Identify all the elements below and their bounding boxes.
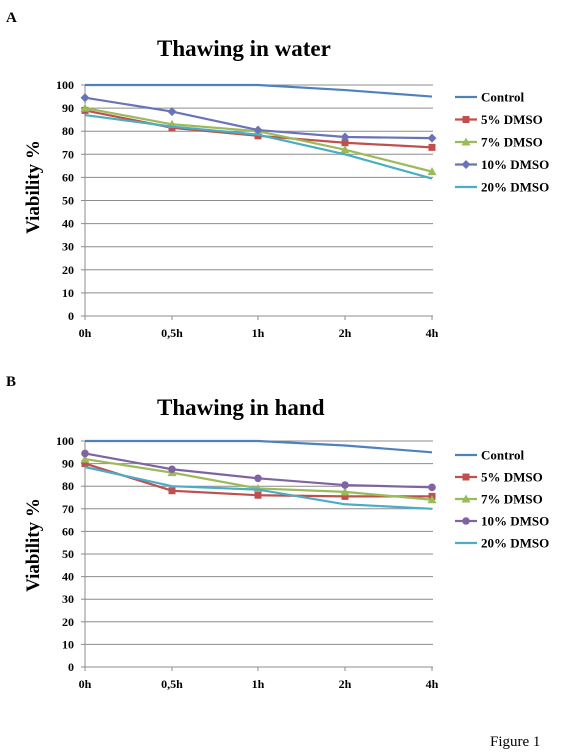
y-tick-label: 80 <box>62 479 74 493</box>
legend-marker-5pct-dmso <box>462 116 470 123</box>
legend-marker-7pct-dmso <box>461 137 471 146</box>
x-tick-label: 2h <box>339 677 352 691</box>
x-tick-label: 4h <box>426 326 439 340</box>
figure-label: Figure 1 <box>490 734 541 750</box>
data-point-5pct-dmso <box>168 487 176 495</box>
data-point-10pct-dmso <box>81 449 89 458</box>
legend-label-7pct-dmso: 7% DMSO <box>481 135 543 150</box>
y-tick-label: 10 <box>62 286 74 300</box>
y-tick-label: 100 <box>56 78 74 92</box>
data-point-7pct-dmso <box>80 454 90 463</box>
data-point-10pct-dmso <box>167 107 177 117</box>
y-tick-label: 100 <box>56 434 74 448</box>
data-point-10pct-dmso <box>428 483 436 492</box>
legend-label-10pct-dmso: 10% DMSO <box>481 514 549 529</box>
y-tick-label: 90 <box>62 101 74 115</box>
legend-label-5pct-dmso: 5% DMSO <box>481 112 543 127</box>
data-point-10pct-dmso <box>427 133 437 143</box>
data-point-10pct-dmso <box>254 474 262 483</box>
data-point-5pct-dmso <box>81 460 89 468</box>
panel-letter-a: A <box>6 10 17 26</box>
y-tick-label: 30 <box>62 240 74 254</box>
x-tick-label: 0h <box>79 326 92 340</box>
data-point-10pct-dmso <box>253 125 263 135</box>
y-tick-label: 50 <box>62 547 74 561</box>
line-chart-thawing-in-water: 0 10 20 30 40 50 60 70 80 90 100 0h 0,5h 1h 2h 4h Contro… <box>56 78 549 340</box>
legend-label-control: Control <box>481 448 524 463</box>
y-tick-label: 60 <box>62 170 74 184</box>
legend-label-5pct-dmso: 5% DMSO <box>481 470 543 485</box>
data-point-10pct-dmso <box>340 132 350 142</box>
series-line-control <box>85 439 433 454</box>
legend-label-10pct-dmso: 10% DMSO <box>481 157 549 172</box>
y-tick-label: 60 <box>62 524 74 538</box>
x-tick-label: 0,5h <box>161 326 183 340</box>
legend-label-20pct-dmso: 20% DMSO <box>481 536 549 551</box>
y-tick-label: 20 <box>62 263 74 277</box>
y-tick-label: 0 <box>68 660 74 674</box>
data-point-5pct-dmso <box>341 492 349 500</box>
x-tick-label: 4h <box>426 677 439 691</box>
x-tick-label: 1h <box>252 326 265 340</box>
legend-marker-7pct-dmso <box>461 494 471 503</box>
data-point-5pct-dmso <box>254 491 262 499</box>
legend-marker-10pct-dmso <box>461 160 471 169</box>
y-tick-label: 20 <box>62 615 74 629</box>
series-line-20pct-dmso <box>84 113 433 180</box>
y-tick-label: 70 <box>62 147 74 161</box>
y-tick-label: 30 <box>62 592 74 606</box>
chart-title-b: Thawing in hand <box>157 395 325 420</box>
series-line-control <box>85 83 433 98</box>
x-tick-label: 0h <box>79 677 92 691</box>
legend-marker-5pct-dmso <box>462 473 470 481</box>
series-line-20pct-dmso <box>84 465 433 510</box>
y-tick-label: 40 <box>62 217 74 231</box>
data-point-7pct-dmso <box>80 103 90 112</box>
data-point-5pct-dmso <box>254 132 262 140</box>
y-tick-label: 80 <box>62 124 74 138</box>
data-point-10pct-dmso <box>341 481 349 489</box>
data-point-7pct-dmso <box>340 145 350 154</box>
x-tick-label: 1h <box>252 677 265 691</box>
y-tick-label: 90 <box>62 457 74 471</box>
x-tick-label: 0,5h <box>161 677 183 691</box>
legend-label-7pct-dmso: 7% DMSO <box>481 492 543 507</box>
y-tick-label: 40 <box>62 570 74 584</box>
data-point-10pct-dmso <box>168 465 176 474</box>
panel-letter-b: B <box>6 374 17 390</box>
chart-title-a: Thawing in water <box>157 36 331 61</box>
data-point-5pct-dmso <box>341 139 349 147</box>
data-point-5pct-dmso <box>428 143 436 151</box>
legend-marker-10pct-dmso <box>462 517 470 525</box>
series-line-10pct-dmso <box>84 452 433 489</box>
legend-label-20pct-dmso: 20% DMSO <box>481 180 549 195</box>
line-chart-thawing-in-hand: 0 10 20 30 40 50 60 70 80 90 100 0h 0,5h 1h 2h 4h Contro… <box>56 434 549 691</box>
y-tick-label: 0 <box>68 309 74 323</box>
data-point-7pct-dmso <box>427 167 437 176</box>
y-tick-label: 50 <box>62 194 74 208</box>
x-tick-label: 2h <box>339 326 352 340</box>
data-point-7pct-dmso <box>340 487 350 496</box>
data-point-10pct-dmso <box>80 93 90 103</box>
y-tick-label: 70 <box>62 502 74 516</box>
data-point-7pct-dmso <box>427 495 437 504</box>
y-tick-label: 10 <box>62 637 74 651</box>
legend-label-control: Control <box>481 90 524 105</box>
